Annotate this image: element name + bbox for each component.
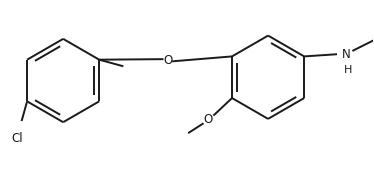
Text: Cl: Cl xyxy=(12,132,23,145)
Text: N: N xyxy=(341,48,350,61)
Text: H: H xyxy=(344,64,352,74)
Text: O: O xyxy=(203,114,212,126)
Text: O: O xyxy=(163,54,172,67)
